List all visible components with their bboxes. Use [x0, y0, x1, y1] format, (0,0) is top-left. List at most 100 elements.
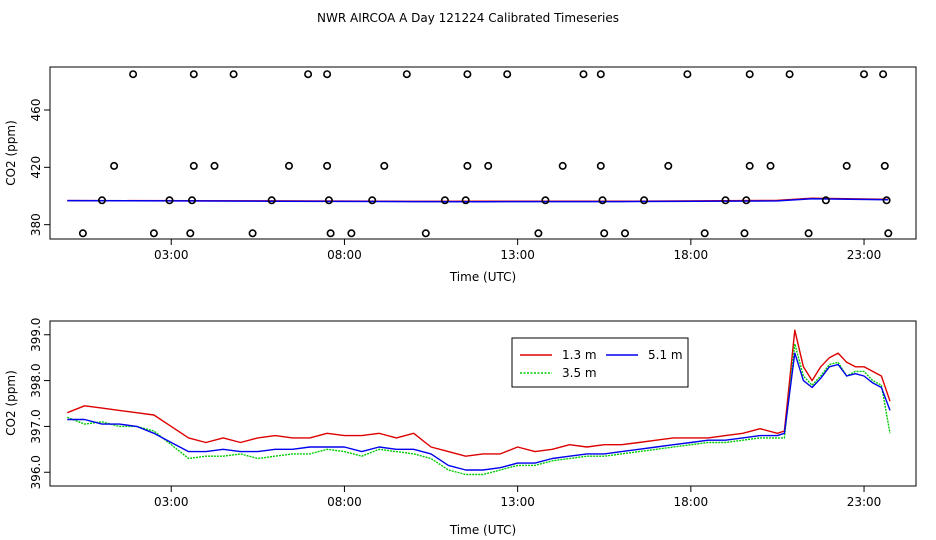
- top-data-point: [421, 229, 430, 238]
- top-data-point: [267, 196, 276, 205]
- series-line-3-5-m: [67, 343, 891, 476]
- top-data-point: [859, 70, 868, 79]
- bottom-panel-lines: 03:00 08:00 13:00 18:00 23:00 396.0 397.0 398.…: [4, 318, 917, 537]
- bottom-x-tick-label: 08:00: [327, 495, 362, 509]
- top-data-point: [664, 161, 673, 170]
- top-data-point: [534, 229, 543, 238]
- top-data-point: [558, 161, 567, 170]
- top-data-point: [149, 229, 158, 238]
- bottom-y-axis-label: CO2 (ppm): [4, 370, 18, 436]
- figure-title: NWR AIRCOA A Day 121224 Calibrated Times…: [317, 11, 619, 25]
- top-data-point: [721, 196, 730, 205]
- bottom-x-tick-label: 18:00: [674, 495, 709, 509]
- top-data-point: [210, 161, 219, 170]
- top-panel-scatter: 03:00 08:00 13:00 18:00 23:00 380 420 460 Time…: [4, 66, 917, 284]
- top-data-point: [463, 70, 472, 79]
- top-data-point: [579, 70, 588, 79]
- bottom-panel-frame: [49, 320, 917, 487]
- top-data-point: [347, 229, 356, 238]
- top-x-tick-label: 03:00: [154, 248, 189, 262]
- top-data-point: [248, 229, 257, 238]
- top-data-point: [879, 70, 888, 79]
- series-line-5-1-m: [67, 352, 891, 471]
- top-data-point: [745, 70, 754, 79]
- top-data-point: [842, 161, 851, 170]
- top-y-tick-label: 420: [29, 156, 43, 179]
- top-data-point: [620, 229, 629, 238]
- top-data-point: [284, 161, 293, 170]
- bottom-y-tick-label: 399.0: [29, 318, 43, 352]
- bottom-panel-y-axis: 396.0 397.0 398.0 399.0: [29, 318, 50, 489]
- top-x-tick-label: 08:00: [327, 248, 362, 262]
- top-data-point: [600, 229, 609, 238]
- series-line-1-3-m: [67, 329, 891, 457]
- legend-label-1-3m: 1.3 m: [562, 348, 597, 362]
- top-x-tick-label: 18:00: [674, 248, 709, 262]
- bottom-x-tick-label: 03:00: [154, 495, 189, 509]
- top-x-axis-label: Time (UTC): [449, 270, 516, 284]
- top-data-point: [165, 196, 174, 205]
- bottom-x-tick-label: 13:00: [500, 495, 535, 509]
- legend-label-3-5m: 3.5 m: [562, 366, 597, 380]
- top-data-point: [326, 229, 335, 238]
- top-data-point: [304, 70, 313, 79]
- top-y-tick-label: 460: [29, 99, 43, 122]
- bottom-x-axis-label: Time (UTC): [449, 523, 516, 537]
- top-data-point: [742, 196, 751, 205]
- top-data-point: [598, 196, 607, 205]
- top-data-point: [78, 229, 87, 238]
- top-data-point: [640, 196, 649, 205]
- top-data-point: [766, 161, 775, 170]
- top-data-point: [541, 196, 550, 205]
- top-data-point: [229, 70, 238, 79]
- bottom-y-tick-label: 397.0: [29, 409, 43, 443]
- top-panel-lines: [67, 197, 889, 203]
- top-data-point: [188, 196, 197, 205]
- bottom-panel-series: [67, 329, 891, 476]
- top-data-point: [189, 70, 198, 79]
- top-data-point: [882, 196, 891, 205]
- legend-label-5-1m: 5.1 m: [648, 348, 683, 362]
- top-data-point: [129, 70, 138, 79]
- top-data-point: [110, 161, 119, 170]
- top-data-point: [461, 196, 470, 205]
- top-panel-y-axis: 380 420 460: [29, 99, 50, 236]
- top-data-point: [484, 161, 493, 170]
- top-data-point: [745, 161, 754, 170]
- top-data-point: [324, 196, 333, 205]
- top-data-point: [503, 70, 512, 79]
- top-panel-x-axis: 03:00 08:00 13:00 18:00 23:00: [154, 239, 881, 262]
- legend-box: [511, 337, 689, 388]
- top-data-point: [880, 161, 889, 170]
- top-data-point: [884, 229, 893, 238]
- legend: 1.3 m 3.5 m 5.1 m: [511, 337, 689, 388]
- top-panel-frame: [49, 66, 917, 240]
- top-data-point: [740, 229, 749, 238]
- bottom-y-tick-label: 398.0: [29, 363, 43, 397]
- top-data-point: [700, 229, 709, 238]
- top-data-point: [785, 70, 794, 79]
- top-data-point: [380, 161, 389, 170]
- top-data-point: [463, 161, 472, 170]
- bottom-x-tick-label: 23:00: [847, 495, 882, 509]
- top-data-point: [402, 70, 411, 79]
- top-data-point: [323, 161, 332, 170]
- bottom-y-tick-label: 396.0: [29, 455, 43, 489]
- top-data-point: [440, 196, 449, 205]
- top-data-point: [821, 196, 830, 205]
- top-data-point: [186, 229, 195, 238]
- top-data-point: [804, 229, 813, 238]
- top-data-point: [98, 196, 107, 205]
- top-data-point: [596, 161, 605, 170]
- top-y-axis-label: CO2 (ppm): [4, 120, 18, 186]
- top-data-point: [323, 70, 332, 79]
- top-x-tick-label: 13:00: [500, 248, 535, 262]
- top-panel-points: [78, 70, 893, 238]
- top-data-point: [596, 70, 605, 79]
- top-data-point: [368, 196, 377, 205]
- top-y-tick-label: 380: [29, 213, 43, 236]
- bottom-panel-x-axis: 03:00 08:00 13:00 18:00 23:00: [154, 486, 881, 509]
- top-x-tick-label: 23:00: [847, 248, 882, 262]
- top-series-line-1: [67, 197, 889, 203]
